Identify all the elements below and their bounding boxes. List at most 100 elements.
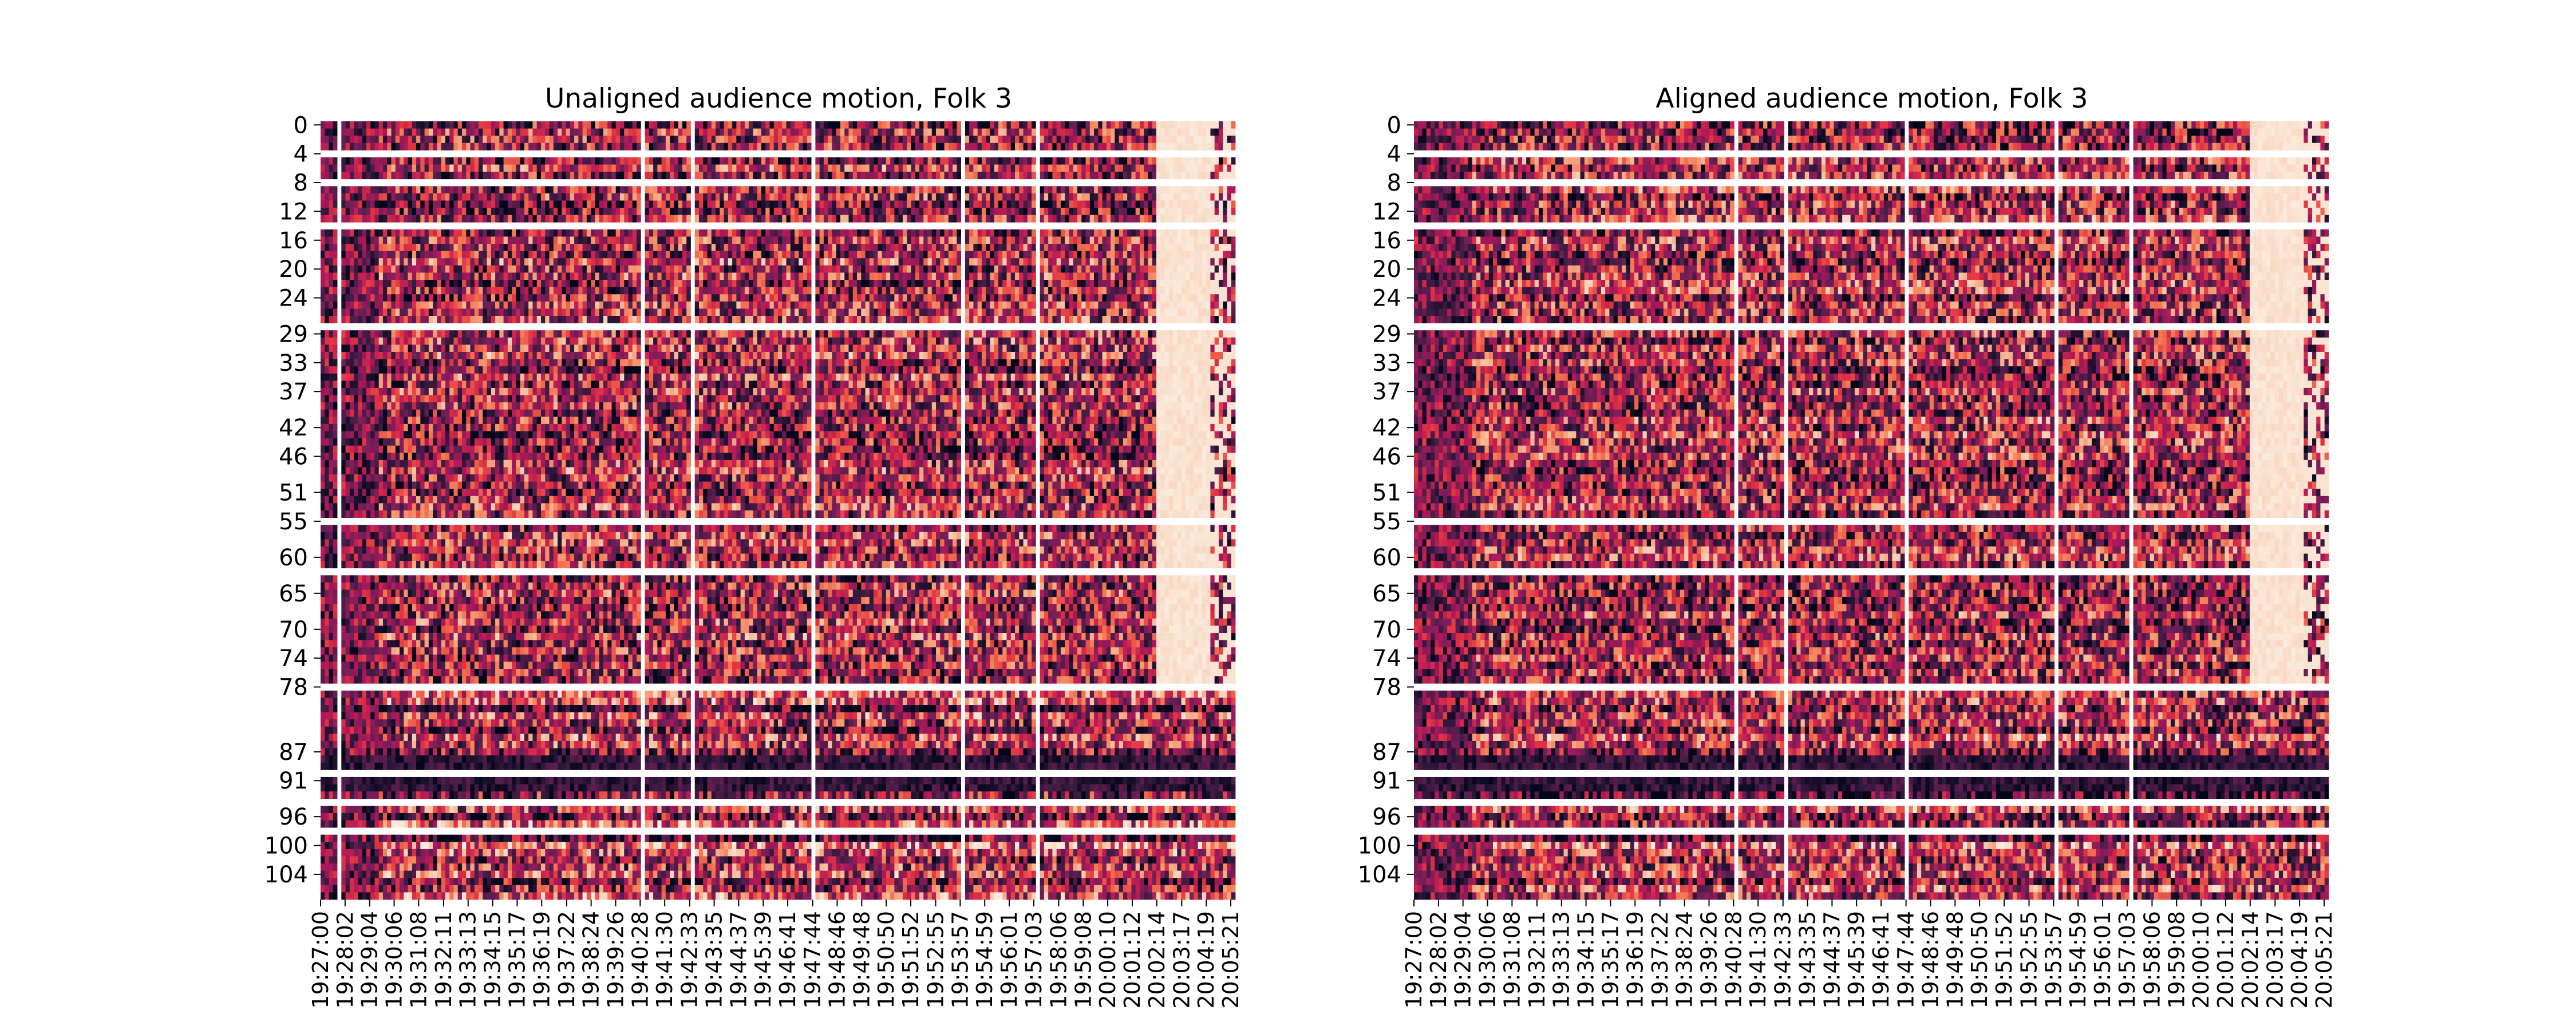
heatmap-cell [1198, 229, 1203, 237]
heatmap-cell [945, 229, 949, 237]
heatmap-cell [374, 215, 379, 223]
heatmap-cell [453, 157, 458, 165]
heatmap-cell [1081, 121, 1086, 129]
heatmap-cell [537, 201, 542, 208]
heatmap-cell [524, 266, 529, 273]
heatmap-cell [1127, 172, 1132, 179]
heatmap-cell [329, 136, 334, 143]
heatmap-cell [1024, 136, 1028, 143]
heatmap-cell [475, 193, 479, 201]
heatmap-cell [1044, 251, 1049, 259]
heatmap-cell [333, 136, 338, 143]
heatmap-cell [973, 215, 978, 223]
heatmap-cell [420, 215, 425, 223]
heatmap-cell [978, 193, 982, 201]
heatmap-cell [1119, 136, 1124, 143]
heatmap-cell [441, 143, 446, 150]
heatmap-cell [753, 172, 757, 179]
heatmap-cell [682, 229, 687, 237]
heatmap-cell [720, 229, 724, 237]
heatmap-cell [495, 251, 500, 259]
heatmap-cell [520, 193, 525, 201]
heatmap-cell [520, 215, 525, 223]
heatmap-cell [973, 121, 978, 129]
heatmap-cell [1069, 121, 1073, 129]
heatmap-cell [624, 266, 629, 273]
heatmap-cell [1065, 172, 1069, 179]
heatmap-cell [1215, 157, 1219, 165]
heatmap-cell [633, 244, 637, 251]
heatmap-cell [1040, 258, 1045, 266]
heatmap-cell [504, 244, 508, 251]
heatmap-cell [699, 208, 704, 215]
heatmap-cell [1032, 136, 1036, 143]
heatmap-cell [358, 186, 362, 193]
heatmap-cell [699, 266, 704, 273]
heatmap-cell [1081, 236, 1086, 244]
heatmap-cell [703, 186, 708, 193]
heatmap-cell [1198, 143, 1203, 150]
heatmap-cell [1202, 236, 1207, 244]
heatmap-cell [765, 129, 770, 136]
heatmap-cell [861, 165, 866, 172]
heatmap-cell [1077, 201, 1082, 208]
heatmap-cell [982, 186, 986, 193]
heatmap-cell [1007, 121, 1012, 129]
heatmap-cell [595, 266, 599, 273]
heatmap-cell [978, 129, 982, 136]
heatmap-cell [662, 258, 666, 266]
heatmap-cell [587, 193, 591, 201]
heatmap-cell [545, 129, 550, 136]
heatmap-cell [936, 129, 941, 136]
heatmap-cell [1019, 215, 1024, 223]
heatmap-cell [882, 143, 887, 150]
heatmap-cell [537, 136, 542, 143]
heatmap-cell [1206, 258, 1211, 266]
heatmap-cell [433, 129, 437, 136]
heatmap-cell [907, 236, 911, 244]
heatmap-cell [1173, 251, 1178, 259]
heatmap-cell [791, 215, 795, 223]
heatmap-cell [844, 251, 849, 259]
heatmap-cell [400, 258, 404, 266]
heatmap-cell [1015, 121, 1020, 129]
heatmap-cell [695, 201, 700, 208]
heatmap-cell [945, 136, 949, 143]
heatmap-cell [749, 244, 753, 251]
heatmap-cell [374, 201, 379, 208]
heatmap-cell [982, 193, 986, 201]
heatmap-cell [919, 129, 924, 136]
heatmap-cell [745, 129, 749, 136]
heatmap-cell [1123, 172, 1128, 179]
heatmap-cell [1065, 244, 1069, 251]
heatmap-cell [1156, 136, 1161, 143]
heatmap-cell [1144, 157, 1148, 165]
heatmap-cell [1077, 143, 1082, 150]
heatmap-cell [832, 143, 836, 150]
heatmap-cell [965, 186, 970, 193]
heatmap-cell [532, 258, 537, 266]
heatmap-cell [757, 193, 762, 201]
heatmap-cell [695, 186, 700, 193]
heatmap-cell [1169, 186, 1174, 193]
heatmap-cell [1073, 258, 1078, 266]
heatmap-cell [566, 136, 571, 143]
heatmap-cell [637, 165, 641, 172]
heatmap-cell [512, 186, 516, 193]
heatmap-cell [1081, 136, 1086, 143]
heatmap-cell [370, 129, 375, 136]
heatmap-cell [321, 208, 325, 215]
heatmap-cell [973, 143, 978, 150]
heatmap-cell [795, 258, 799, 266]
heatmap-cell [1182, 244, 1186, 251]
heatmap-cell [1177, 229, 1182, 237]
heatmap-cell [957, 157, 961, 165]
heatmap-cell [1077, 172, 1082, 179]
heatmap-cell [949, 266, 953, 273]
heatmap-cell [1182, 208, 1186, 215]
heatmap-cell [899, 244, 903, 251]
heatmap-cell [532, 186, 537, 193]
heatmap-cell [1148, 244, 1152, 251]
heatmap-cell [940, 258, 945, 266]
heatmap-cell [550, 251, 554, 259]
